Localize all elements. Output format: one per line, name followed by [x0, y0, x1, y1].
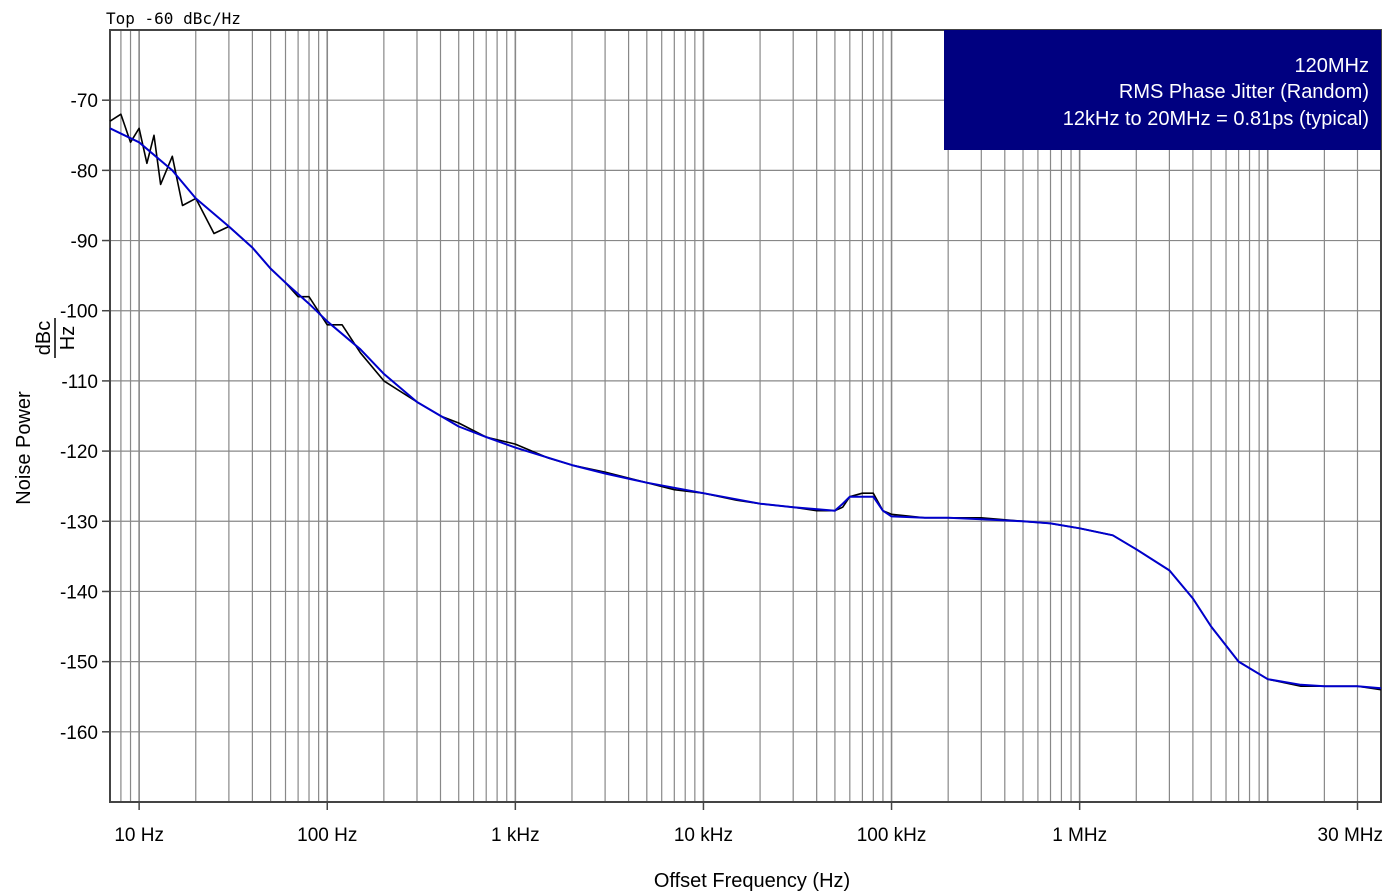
- y-axis-ticks: -70 -80 -90 -100 -110 -120 -130 -140 -150 -160: [60, 91, 110, 744]
- x-tick-label: 10 kHz: [674, 825, 733, 846]
- x-axis-ticks: 10 Hz 100 Hz 1 kHz 10 kHz 100 kHz 1 MHz 30 MHz: [114, 802, 1383, 846]
- y-axis-unit-numerator: dBc: [33, 321, 55, 355]
- y-tick-label: -70: [71, 91, 98, 112]
- y-tick-label: -130: [60, 512, 98, 533]
- x-tick-label: 100 kHz: [857, 825, 927, 846]
- annotation-box: 120MHz RMS Phase Jitter (Random) 12kHz t…: [944, 30, 1381, 150]
- x-tick-label: 1 MHz: [1052, 825, 1107, 846]
- y-tick-label: -150: [60, 653, 98, 674]
- x-tick-label: 1 kHz: [491, 825, 540, 846]
- y-axis-title: Noise Power: [13, 391, 35, 505]
- y-tick-label: -120: [60, 442, 98, 463]
- series-line-2: [109, 127, 1382, 690]
- x-axis-title: Offset Frequency (Hz): [654, 870, 850, 892]
- series-line-1: [109, 113, 1382, 691]
- y-tick-label: -140: [60, 582, 98, 603]
- x-tick-label: 100 Hz: [297, 825, 357, 846]
- grid: [110, 30, 1381, 802]
- y-tick-label: -160: [60, 723, 98, 744]
- x-tick-label: 30 MHz: [1318, 825, 1383, 846]
- y-axis-unit-denominator: Hz: [57, 326, 79, 350]
- series-group: [109, 113, 1382, 691]
- y-axis-unit: dBc Hz: [33, 318, 79, 358]
- y-tick-label: -100: [60, 302, 98, 323]
- x-tick-label: 10 Hz: [114, 825, 164, 846]
- plot-frame: [109, 29, 1382, 803]
- annotation-line-2: RMS Phase Jitter (Random): [1119, 81, 1369, 103]
- annotation-background: [944, 30, 1381, 150]
- annotation-line-3: 12kHz to 20MHz = 0.81ps (typical): [1063, 108, 1369, 130]
- annotation-line-1: 120MHz: [1295, 55, 1369, 77]
- y-tick-label: -110: [61, 372, 98, 393]
- y-tick-label: -80: [71, 161, 98, 182]
- y-tick-label: -90: [71, 232, 98, 253]
- top-label: Top -60 dBc/Hz: [106, 9, 241, 28]
